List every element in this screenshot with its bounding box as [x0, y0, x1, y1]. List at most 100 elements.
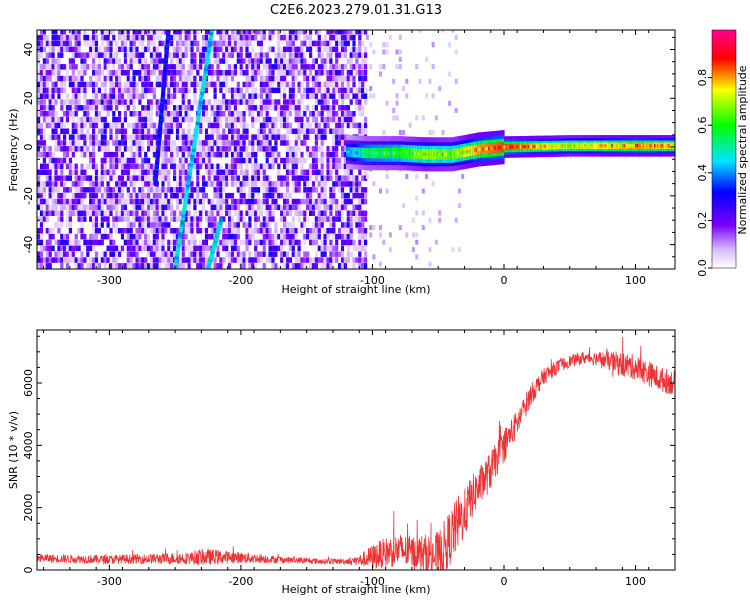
- heatmap-cell: [283, 222, 287, 228]
- heatmap-cell: [288, 105, 292, 111]
- heatmap-cell: [193, 216, 197, 222]
- heatmap-cell: [280, 233, 284, 240]
- heatmap-cell: [149, 70, 154, 76]
- heatmap-cell: [204, 34, 209, 41]
- heatmap-cell: [60, 116, 64, 123]
- heatmap-cell: [228, 34, 232, 41]
- heatmap-cell: [100, 30, 104, 35]
- heatmap-cell: [207, 146, 211, 152]
- heatmap-cell: [285, 116, 290, 123]
- heatmap-cell: [323, 34, 327, 41]
- carrier-core: [609, 144, 612, 148]
- heatmap-cell: [265, 146, 269, 152]
- heatmap-cell: [262, 99, 266, 105]
- heatmap-cell: [222, 30, 226, 35]
- heatmap-cell: [230, 216, 235, 222]
- carrier-core: [661, 144, 664, 148]
- heatmap-cell: [155, 81, 159, 88]
- heatmap-cell: [274, 58, 278, 64]
- heatmap-cell: [115, 245, 119, 252]
- heatmap-cell: [80, 251, 84, 257]
- heatmap-cell: [141, 239, 145, 246]
- heatmap-cell: [100, 192, 104, 199]
- heatmap-cell: [288, 128, 292, 134]
- heatmap-cell: [42, 81, 46, 88]
- heatmap-cell: [123, 40, 127, 47]
- heatmap-cell: [175, 46, 180, 53]
- heatmap-cell: [283, 216, 287, 222]
- carrier-core: [401, 151, 404, 155]
- heatmap-cell: [144, 75, 148, 82]
- heatmap-cell: [63, 192, 67, 199]
- heatmap-cell: [311, 228, 316, 234]
- heatmap-cell: [158, 151, 162, 158]
- heatmap-cell: [164, 257, 168, 263]
- heatmap-cell: [207, 134, 211, 140]
- heatmap-cell: [326, 116, 330, 123]
- heatmap-cell: [190, 30, 194, 35]
- heatmap-cell: [123, 111, 127, 117]
- heatmap-cell: [216, 181, 220, 187]
- heatmap-cell: [262, 222, 266, 228]
- heatmap-cell: [358, 169, 362, 175]
- heatmap-cell: [288, 228, 292, 234]
- heatmap-cell: [285, 175, 290, 181]
- heatmap-cell: [54, 75, 58, 82]
- carrier-core: [387, 151, 390, 155]
- heatmap-cell: [392, 78, 396, 84]
- heatmap-cell: [314, 46, 318, 53]
- heatmap-cell: [271, 245, 275, 252]
- heatmap-cell: [196, 99, 200, 105]
- carrier-core: [417, 152, 420, 156]
- heatmap-cell: [265, 204, 269, 211]
- heatmap-cell: [149, 204, 154, 211]
- heatmap-cell: [303, 210, 307, 216]
- heatmap-cell: [294, 233, 298, 240]
- heatmap-cell: [132, 192, 136, 199]
- heatmap-cell: [236, 87, 240, 94]
- heatmap-cell: [39, 187, 44, 193]
- heatmap-cell: [268, 239, 272, 246]
- heatmap-cell: [361, 239, 365, 246]
- heatmap-cell: [193, 75, 197, 82]
- heatmap-cell: [94, 52, 99, 58]
- heatmap-cell: [213, 105, 217, 111]
- carrier-core: [456, 151, 459, 156]
- heatmap-cell: [254, 70, 258, 76]
- heatmap-cell: [245, 58, 249, 64]
- heatmap-cell: [42, 187, 46, 193]
- heatmap-cell: [329, 146, 333, 152]
- heatmap-cell: [187, 198, 191, 205]
- heatmap-cell: [335, 99, 339, 105]
- heatmap-cell: [120, 169, 125, 175]
- heatmap-cell: [37, 233, 41, 240]
- heatmap-cell: [175, 64, 180, 70]
- heatmap-cell: [100, 99, 104, 105]
- heatmap-cell: [277, 30, 281, 35]
- heatmap-cell: [144, 116, 148, 123]
- heatmap-cell: [45, 87, 49, 94]
- heatmap-cell: [39, 233, 44, 240]
- heatmap-cell: [115, 105, 119, 111]
- heatmap-cell: [123, 228, 127, 234]
- heatmap-cell: [196, 157, 200, 164]
- heatmap-cell: [314, 128, 318, 134]
- heatmap-cell: [123, 116, 127, 123]
- heatmap-cell: [158, 263, 162, 269]
- heatmap-cell: [94, 40, 99, 47]
- heatmap-cell: [57, 52, 61, 58]
- heatmap-cell: [51, 151, 55, 158]
- heatmap-cell: [65, 34, 70, 41]
- heatmap-cell: [187, 239, 191, 246]
- heatmap-cell: [196, 140, 200, 146]
- heatmap-cell: [115, 187, 119, 193]
- heatmap-cell: [120, 233, 125, 240]
- heatmap-cell: [340, 163, 345, 170]
- heatmap-cell: [364, 187, 368, 193]
- heatmap-cell: [161, 239, 165, 246]
- heatmap-cell: [245, 34, 249, 41]
- heatmap-cell: [309, 198, 313, 205]
- heatmap-cell: [239, 169, 243, 175]
- heatmap-cell: [329, 175, 333, 181]
- heatmap-cell: [193, 163, 197, 170]
